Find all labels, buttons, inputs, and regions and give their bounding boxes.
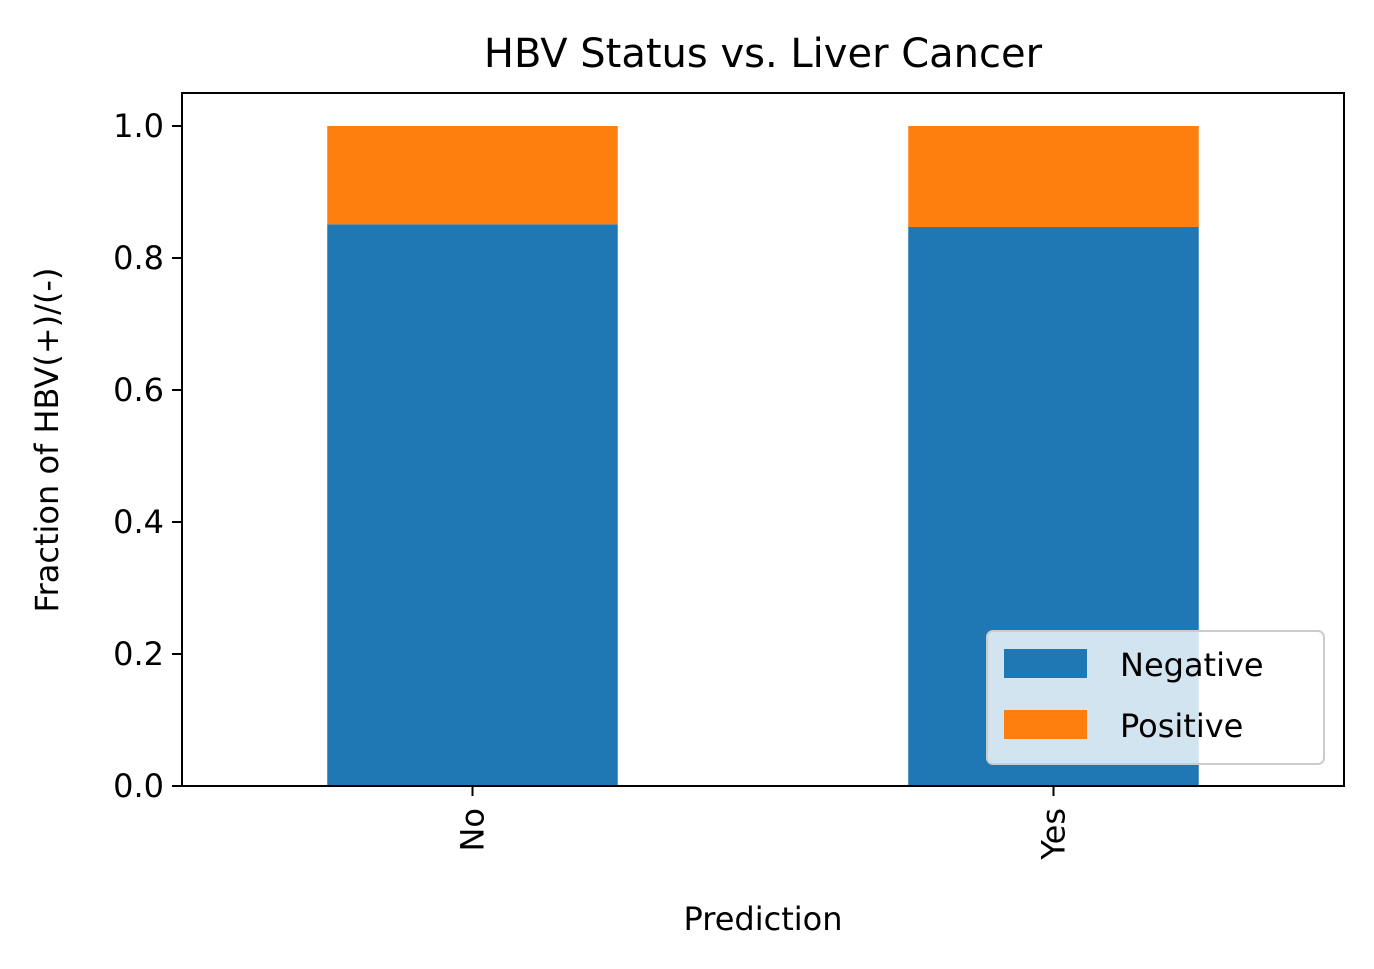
bar-negative-no	[327, 224, 618, 787]
y-axis-label: Fraction of HBV(+)/(-)	[28, 268, 66, 613]
legend-label-negative: Negative	[1120, 646, 1264, 684]
bars-group	[327, 126, 1199, 787]
legend-swatch-negative	[1004, 649, 1087, 678]
bar-positive-yes	[908, 126, 1199, 227]
x-tick-label-yes: Yes	[1035, 808, 1073, 861]
legend: Negative Positive	[986, 630, 1325, 765]
x-tick-label-no: No	[454, 808, 492, 852]
y-tick-label: 0.0	[113, 767, 164, 805]
y-tick-label: 1.0	[113, 107, 164, 145]
legend-label-positive: Positive	[1120, 707, 1243, 745]
y-tick-label: 0.4	[113, 503, 164, 541]
x-axis-ticks: No Yes	[454, 786, 1073, 861]
x-axis-label: Prediction	[684, 900, 843, 938]
bar-positive-no	[327, 126, 618, 225]
chart-title: HBV Status vs. Liver Cancer	[484, 31, 1043, 77]
legend-swatch-positive	[1004, 710, 1087, 739]
y-axis-ticks: 0.0 0.2 0.4 0.6 0.8 1.0	[113, 107, 182, 805]
y-tick-label: 0.2	[113, 635, 164, 673]
y-tick-label: 0.8	[113, 239, 164, 277]
y-tick-label: 0.6	[113, 371, 164, 409]
plot-frame	[181, 92, 1345, 787]
